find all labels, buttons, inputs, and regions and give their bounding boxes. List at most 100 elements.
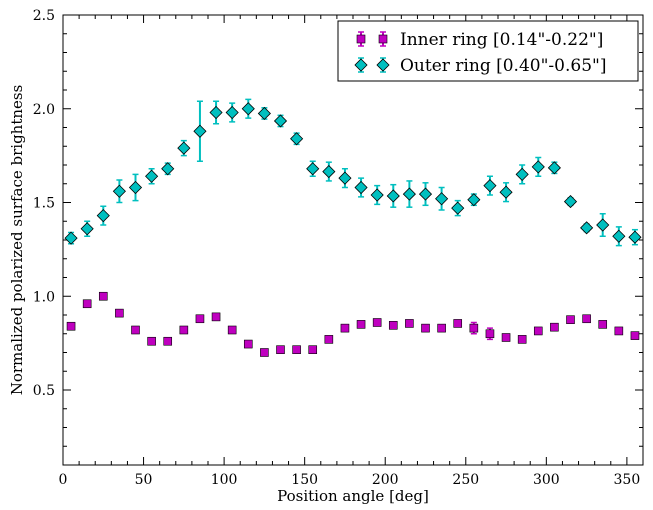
series-outer-ring <box>64 98 642 247</box>
data-point-square <box>308 345 318 354</box>
data-point-diamond <box>257 106 271 121</box>
data-point-diamond <box>145 169 159 183</box>
data-point-square <box>372 318 382 327</box>
data-point-square <box>388 321 398 330</box>
data-point-square <box>582 314 591 324</box>
data-point-square <box>260 348 269 357</box>
data-point-square <box>66 321 76 331</box>
data-point-square <box>517 335 527 344</box>
data-point-square <box>147 336 156 346</box>
legend-label: Outer ring [0.40"-0.65"] <box>400 56 606 76</box>
data-point-square <box>501 333 511 342</box>
legend-item: Outer ring [0.40"-0.65"] <box>354 56 606 76</box>
data-point-square <box>98 291 108 301</box>
x-tick-label: 100 <box>211 472 238 488</box>
x-tick-label: 0 <box>59 472 68 488</box>
data-point-diamond <box>322 164 336 179</box>
data-point-square <box>163 336 173 346</box>
data-point-diamond <box>580 221 594 235</box>
data-point-diamond <box>612 229 626 243</box>
data-point-square <box>453 319 463 328</box>
data-point-diamond <box>563 194 578 209</box>
data-point-diamond <box>531 160 545 174</box>
x-axis-title: Position angle [deg] <box>277 487 429 505</box>
data-point-square <box>243 339 253 349</box>
data-point-diamond <box>370 188 384 202</box>
data-point-diamond <box>225 105 239 120</box>
data-point-square <box>598 320 608 329</box>
data-point-diamond <box>209 105 223 120</box>
y-tick-label: 0.5 <box>33 383 55 399</box>
legend-marker-diamond <box>354 58 368 72</box>
data-point-diamond <box>128 180 143 195</box>
data-point-square <box>630 331 640 340</box>
data-point-square <box>550 322 559 332</box>
data-point-square <box>421 323 430 333</box>
data-point-diamond <box>515 167 529 181</box>
data-point-square <box>211 312 221 322</box>
data-point-diamond <box>177 141 191 155</box>
x-tick-label: 300 <box>533 472 560 488</box>
data-point-square <box>485 329 495 339</box>
data-point-square <box>131 325 140 335</box>
x-tick-label: 250 <box>452 472 479 488</box>
axes: 0 50 100 150 200 250 300 350 0.5 1.0 1.5 2.0 2.5 Posi… <box>8 8 644 505</box>
data-point-diamond <box>451 201 465 215</box>
y-axis-title: Normalized polarized surface brightness <box>8 85 26 396</box>
data-point-diamond <box>418 187 433 201</box>
data-point-diamond <box>338 171 352 185</box>
data-point-square <box>405 319 414 328</box>
data-point-diamond <box>435 192 449 206</box>
data-point-diamond <box>241 102 255 116</box>
data-point-diamond <box>64 231 78 245</box>
data-point-square <box>195 314 205 324</box>
data-point-square <box>227 325 237 335</box>
data-point-square <box>469 323 479 333</box>
data-point-square <box>533 326 543 336</box>
data-point-diamond <box>354 180 368 195</box>
x-tick-label: 350 <box>614 472 641 488</box>
x-tick-label: 200 <box>372 472 399 488</box>
data-point-square <box>437 323 446 333</box>
legend-item: Inner ring [0.14"-0.22"] <box>356 30 603 50</box>
data-point-square <box>356 320 366 329</box>
legend-marker-square <box>378 34 388 44</box>
data-point-square <box>115 308 124 318</box>
data-point-diamond <box>112 184 126 198</box>
y-tick-label: 2.5 <box>33 8 55 24</box>
y-tick-label: 1.5 <box>33 196 55 212</box>
plot-area <box>64 98 642 357</box>
data-point-diamond <box>483 179 497 193</box>
y-tick-label: 2.0 <box>33 102 55 118</box>
data-point-square <box>324 335 334 344</box>
data-point-diamond <box>402 187 416 201</box>
y-tick-label: 1.0 <box>33 289 55 305</box>
series-inner-ring <box>66 291 640 357</box>
plot-frame <box>62 14 644 466</box>
data-point-diamond <box>596 218 610 232</box>
x-tick-label: 150 <box>291 472 318 488</box>
data-point-square <box>566 315 575 324</box>
x-tick-label: 50 <box>135 472 153 488</box>
data-point-diamond <box>547 161 561 175</box>
legend-box <box>337 20 639 82</box>
data-point-diamond <box>96 209 110 223</box>
legend-marker-diamond <box>376 58 390 72</box>
legend-label: Inner ring [0.14"-0.22"] <box>400 30 603 50</box>
data-point-diamond <box>273 114 288 128</box>
data-point-diamond <box>161 162 175 176</box>
data-point-diamond <box>193 124 207 138</box>
data-point-square <box>179 325 189 335</box>
data-point-diamond <box>467 193 481 207</box>
data-point-square <box>292 345 301 354</box>
data-point-square <box>614 326 624 336</box>
data-point-diamond <box>499 185 513 199</box>
data-point-diamond <box>290 132 304 146</box>
data-point-diamond <box>386 189 400 203</box>
data-point-square <box>276 345 285 354</box>
legend-marker-square <box>356 34 366 44</box>
legend: Inner ring [0.14"-0.22"] Outer ring [0.40… <box>337 20 639 82</box>
data-point-diamond <box>80 222 94 236</box>
data-point-square <box>340 323 350 333</box>
